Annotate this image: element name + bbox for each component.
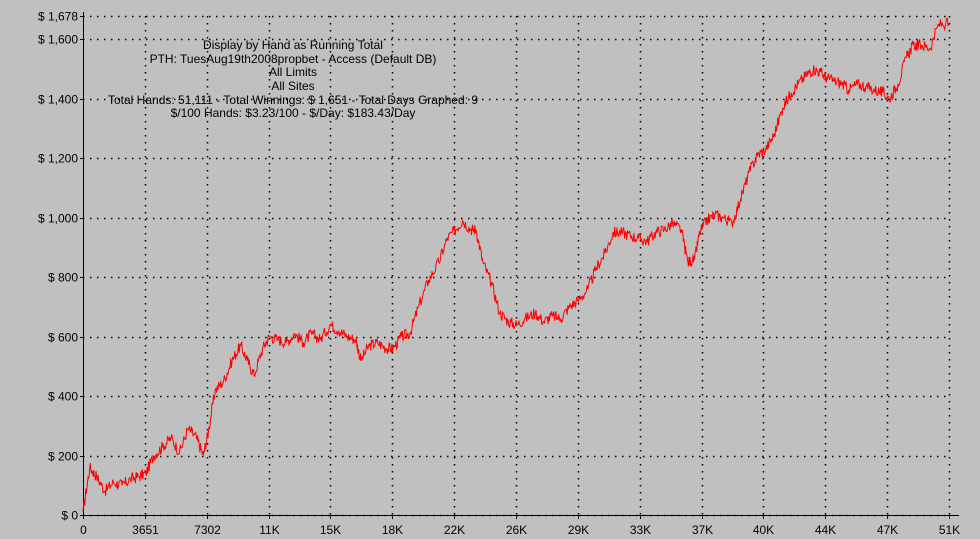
x-tick-label: 11K: [259, 523, 279, 537]
x-tick-label: 37K: [692, 523, 713, 537]
y-tick-label: $ 1,600: [38, 33, 78, 47]
title-line-3: All Limits: [269, 65, 317, 79]
title-line-5: Total Hands: 51,111 - Total Winnings: $ …: [108, 93, 478, 107]
title-line-2: PTH: TuesAug19th2008propbet - Access (De…: [150, 52, 437, 66]
y-tick-label: $ 200: [48, 450, 78, 464]
y-tick-label: $ 1,000: [38, 212, 78, 226]
x-tick-label: 33K: [630, 523, 651, 537]
axes: [83, 12, 959, 516]
x-tick-label: 29K: [568, 523, 589, 537]
x-tick-label: 7302: [194, 523, 221, 537]
title-line-1: Display by Hand as Running Total: [203, 38, 383, 52]
chart-title-block: Display by Hand as Running Total PTH: Tu…: [108, 38, 478, 120]
x-tick-label: 3651: [132, 523, 159, 537]
title-line-4: All Sites: [271, 79, 314, 93]
x-tick-label: 22K: [444, 523, 465, 537]
x-tick-label: 40K: [753, 523, 774, 537]
y-tick-label: $ 1,200: [38, 152, 78, 166]
x-tick-label: 47K: [877, 523, 898, 537]
x-tick-label: 51K: [939, 523, 960, 537]
x-tick-label: 26K: [506, 523, 527, 537]
title-line-6: $/100 Hands: $3.23/100 - $/Day: $183.43/…: [171, 106, 416, 120]
x-axis-ticks: 0 3651 7302 11K 15K 18K 22K 26K 29K 33K 37K 40K 44K 4…: [80, 515, 960, 537]
y-tick-label: $ 0: [61, 509, 78, 523]
y-axis-ticks: $ 0 $ 200 $ 400 $ 600 $ 800 $ 1,000 $ 1,200 $ 1…: [38, 10, 83, 523]
x-tick-label: 15K: [320, 523, 341, 537]
y-tick-label: $ 1,400: [38, 93, 78, 107]
grid-lines: [83, 15, 951, 517]
y-tick-label: $ 400: [48, 390, 78, 404]
y-tick-label: $ 1,678: [38, 10, 78, 24]
x-tick-label: 18K: [382, 523, 403, 537]
y-tick-label: $ 800: [48, 271, 78, 285]
x-tick-label: 0: [80, 523, 87, 537]
running-total-line: [82, 17, 950, 513]
x-tick-label: 44K: [815, 523, 836, 537]
y-tick-label: $ 600: [48, 331, 78, 345]
